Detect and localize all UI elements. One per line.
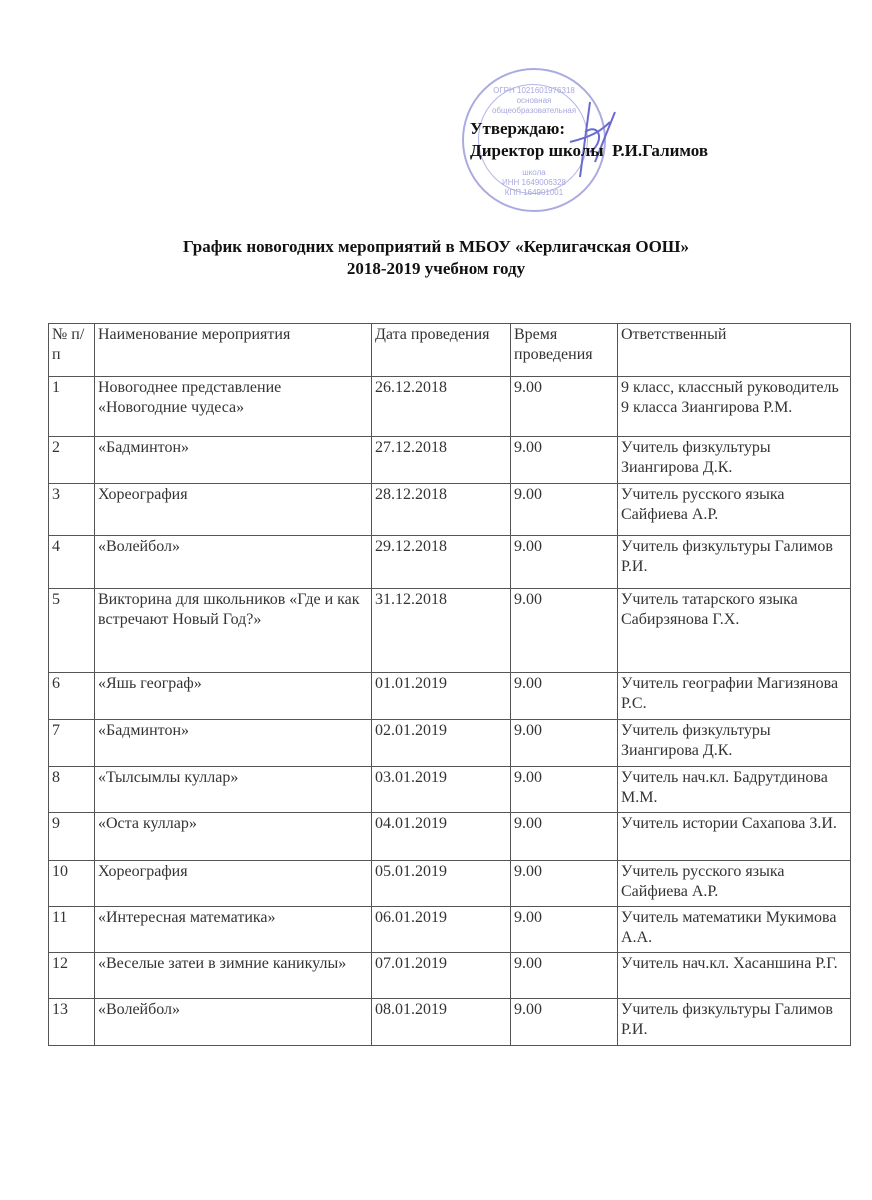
school-stamp: ОГРН 1021601976318 основная общеобразова… (462, 68, 606, 212)
cell-time: 9.00 (510, 376, 618, 437)
events-table: № п/п Наименование мероприятия Дата провед… (48, 323, 851, 1046)
table-row: 6 «Яшь географ» 01.01.2019 9.00 Учитель геог… (48, 672, 851, 720)
table-row: 12 «Веселые затеи в зимние каникулы» 07.01… (48, 952, 851, 999)
stamp-text: КПП 164901001 (504, 188, 564, 197)
cell-date: 06.01.2019 (371, 906, 511, 953)
cell-event-name: «Бадминтон» (94, 436, 372, 484)
cell-event-name: Новогоднее представление «Новогодние чуд… (94, 376, 372, 437)
cell-date: 03.01.2019 (371, 766, 511, 813)
table-row: 4 «Волейбол» 29.12.2018 9.00 Учитель физкуль… (48, 535, 851, 589)
cell-responsible: Учитель физкультуры Зиангирова Д.К. (617, 719, 851, 767)
cell-event-name: Хореография (94, 860, 372, 907)
cell-event-name: «Яшь географ» (94, 672, 372, 720)
stamp-text: школа (522, 168, 546, 177)
cell-number: 3 (48, 483, 95, 536)
cell-time: 9.00 (510, 766, 618, 813)
cell-date: 26.12.2018 (371, 376, 511, 437)
cell-number: 11 (48, 906, 95, 953)
cell-time: 9.00 (510, 672, 618, 720)
header-date: Дата проведения (371, 323, 511, 377)
cell-number: 7 (48, 719, 95, 767)
page-title: График новогодних мероприятий в МБОУ «Ке… (0, 236, 872, 280)
cell-number: 6 (48, 672, 95, 720)
cell-date: 29.12.2018 (371, 535, 511, 589)
table-row: 9 «Оста куллар» 04.01.2019 9.00 Учитель исто… (48, 812, 851, 861)
cell-responsible: Учитель географии Магизянова Р.С. (617, 672, 851, 720)
table-row: 13 «Волейбол» 08.01.2019 9.00 Учитель физкул… (48, 998, 851, 1046)
cell-responsible: 9 класс, классный руководитель 9 класса … (617, 376, 851, 437)
cell-responsible: Учитель русского языка Сайфиева А.Р. (617, 860, 851, 907)
cell-date: 07.01.2019 (371, 952, 511, 999)
cell-date: 28.12.2018 (371, 483, 511, 536)
table-row: 2 «Бадминтон» 27.12.2018 9.00 Учитель физкул… (48, 436, 851, 484)
table-row: 10 Хореография 05.01.2019 9.00 Учитель русск… (48, 860, 851, 907)
cell-number: 10 (48, 860, 95, 907)
header-event-name: Наименование мероприятия (94, 323, 372, 377)
stamp-text: основная (516, 96, 552, 105)
approval-block: Утверждаю: Директор школы Р.И.Галимов (470, 118, 708, 162)
cell-date: 08.01.2019 (371, 998, 511, 1046)
cell-responsible: Учитель нач.кл. Бадрутдинова М.М. (617, 766, 851, 813)
cell-time: 9.00 (510, 860, 618, 907)
cell-number: 4 (48, 535, 95, 589)
cell-event-name: «Тылсымлы куллар» (94, 766, 372, 813)
cell-time: 9.00 (510, 812, 618, 861)
stamp-text: ИНН 1649006328 (501, 178, 567, 187)
cell-number: 12 (48, 952, 95, 999)
cell-event-name: «Интересная математика» (94, 906, 372, 953)
signature (569, 101, 616, 178)
cell-date: 01.01.2019 (371, 672, 511, 720)
table-row: 8 «Тылсымлы куллар» 03.01.2019 9.00 Учитель … (48, 766, 851, 813)
table-row: 11 «Интересная математика» 06.01.2019 9.00 У… (48, 906, 851, 953)
cell-time: 9.00 (510, 719, 618, 767)
cell-event-name: Викторина для школьников «Где и как встр… (94, 588, 372, 673)
approval-label: Утверждаю: (470, 119, 566, 138)
cell-responsible: Учитель истории Сахапова З.И. (617, 812, 851, 861)
cell-number: 13 (48, 998, 95, 1046)
cell-event-name: Хореография (94, 483, 372, 536)
cell-date: 04.01.2019 (371, 812, 511, 861)
cell-responsible: Учитель физкультуры Галимов Р.И. (617, 998, 851, 1046)
stamp-text: ОГРН 1021601976318 (493, 86, 575, 95)
table-row: 1 Новогоднее представление «Новогодние чу… (48, 376, 851, 437)
cell-event-name: «Бадминтон» (94, 719, 372, 767)
title-line-2: 2018-2019 учебном году (346, 259, 526, 278)
cell-responsible: Учитель нач.кл. Хасаншина Р.Г. (617, 952, 851, 999)
cell-date: 31.12.2018 (371, 588, 511, 673)
cell-responsible: Учитель математики Мукимова А.А. (617, 906, 851, 953)
cell-date: 27.12.2018 (371, 436, 511, 484)
cell-event-name: «Веселые затеи в зимние каникулы» (94, 952, 372, 999)
table-row: 5 Викторина для школьников «Где и как вст… (48, 588, 851, 673)
cell-responsible: Учитель татарского языка Сабирзянова Г.Х… (617, 588, 851, 673)
cell-time: 9.00 (510, 588, 618, 673)
cell-time: 9.00 (510, 952, 618, 999)
cell-number: 5 (48, 588, 95, 673)
cell-event-name: «Оста куллар» (94, 812, 372, 861)
cell-number: 9 (48, 812, 95, 861)
header-row: № п/п Наименование мероприятия Дата провед… (48, 323, 851, 377)
cell-number: 8 (48, 766, 95, 813)
table-row: 7 «Бадминтон» 02.01.2019 9.00 Учитель физкул… (48, 719, 851, 767)
table-row: 3 Хореография 28.12.2018 9.00 Учитель русско… (48, 483, 851, 536)
cell-time: 9.00 (510, 906, 618, 953)
cell-time: 9.00 (510, 535, 618, 589)
cell-time: 9.00 (510, 998, 618, 1046)
title-line-1: График новогодних мероприятий в МБОУ «Ке… (183, 237, 689, 256)
stamp-text: общеобразовательная (491, 106, 577, 115)
cell-date: 02.01.2019 (371, 719, 511, 767)
cell-number: 1 (48, 376, 95, 437)
cell-number: 2 (48, 436, 95, 484)
cell-event-name: «Волейбол» (94, 998, 372, 1046)
cell-responsible: Учитель физкультуры Зиангирова Д.К. (617, 436, 851, 484)
header-number: № п/п (48, 323, 95, 377)
cell-time: 9.00 (510, 436, 618, 484)
cell-date: 05.01.2019 (371, 860, 511, 907)
header-time: Время проведения (510, 323, 618, 377)
director-signature-line: Директор школы Р.И.Галимов (470, 141, 709, 160)
cell-responsible: Учитель русского языка Сайфиева А.Р. (617, 483, 851, 536)
cell-responsible: Учитель физкультуры Галимов Р.И. (617, 535, 851, 589)
cell-event-name: «Волейбол» (94, 535, 372, 589)
header-responsible: Ответственный (617, 323, 851, 377)
cell-time: 9.00 (510, 483, 618, 536)
